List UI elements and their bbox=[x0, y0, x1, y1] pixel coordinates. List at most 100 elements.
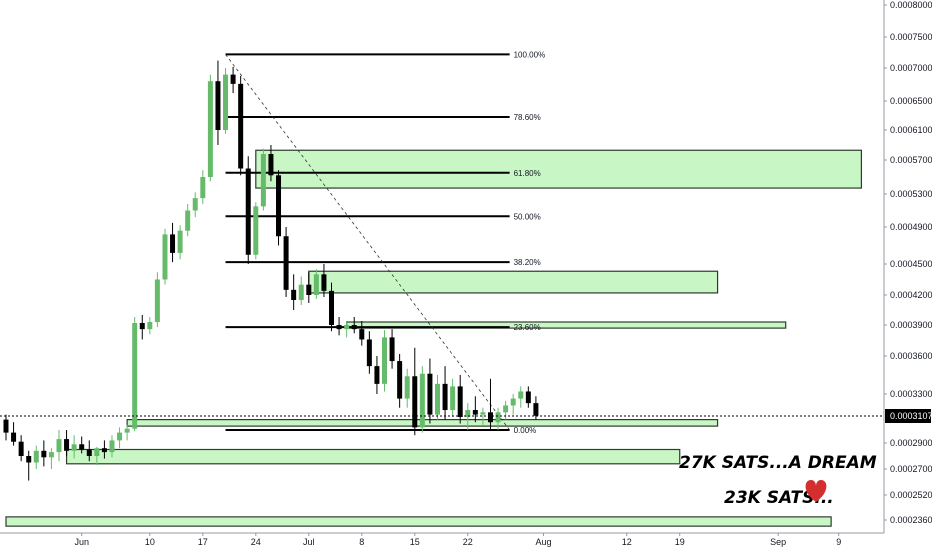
candle-body-5 bbox=[41, 450, 47, 458]
candle-body-18 bbox=[139, 323, 145, 330]
candle-body-38 bbox=[291, 289, 297, 300]
candle-body-69 bbox=[525, 391, 531, 404]
candle-body-20 bbox=[154, 279, 160, 322]
candle-body-16 bbox=[124, 428, 130, 433]
annotation-23k: 23K SATS... bbox=[724, 488, 834, 508]
candle-body-9 bbox=[71, 444, 77, 451]
candle-body-24 bbox=[185, 210, 191, 231]
candle-body-68 bbox=[518, 391, 524, 399]
candle-body-39 bbox=[298, 284, 304, 300]
candle-body-40 bbox=[306, 284, 312, 295]
candle-body-34 bbox=[260, 154, 266, 207]
fib-label-3: 50.00% bbox=[514, 212, 541, 221]
candle-body-37 bbox=[283, 236, 289, 290]
fib-trend-line bbox=[225, 54, 510, 431]
candle-body-46 bbox=[351, 325, 357, 330]
candle-body-6 bbox=[48, 452, 54, 458]
candle-body-1 bbox=[11, 432, 17, 442]
x-tick-label-0: Jun bbox=[74, 537, 89, 547]
candle-body-15 bbox=[117, 432, 123, 441]
candle-body-52 bbox=[397, 361, 403, 399]
candle-body-50 bbox=[382, 337, 387, 384]
x-tick-label-6: 15 bbox=[410, 537, 420, 547]
fib-layer: 100.00% 78.60% 61.80% 50.00% 38.20% 23.60% 0.0… bbox=[225, 50, 545, 435]
candle-body-2 bbox=[18, 441, 24, 456]
current-price-tag bbox=[885, 409, 931, 423]
candle-body-31 bbox=[238, 83, 244, 169]
x-tick-label-10: 19 bbox=[675, 537, 685, 547]
x-tick-label-5: 8 bbox=[359, 537, 364, 547]
candle-body-35 bbox=[268, 154, 274, 176]
x-tick-label-7: 22 bbox=[463, 537, 473, 547]
fib-label-5: 23.60% bbox=[514, 323, 541, 332]
candle-body-70 bbox=[533, 403, 539, 416]
candle-body-3 bbox=[26, 456, 32, 463]
x-axis[interactable]: Jun 10 17 24 Jul 8 15 22 Aug 12 19 Sep 9 bbox=[0, 532, 884, 547]
candle-body-59 bbox=[450, 386, 456, 411]
candle-body-7 bbox=[56, 439, 62, 453]
x-tick-label-4: Jul bbox=[303, 537, 315, 547]
fib-label-4: 38.20% bbox=[514, 258, 541, 267]
x-tick-label-9: 12 bbox=[622, 537, 632, 547]
fib-label-6: 0.00% bbox=[514, 426, 537, 435]
candle-body-0 bbox=[3, 419, 9, 433]
candle-body-67 bbox=[510, 398, 516, 406]
candle-body-56 bbox=[427, 373, 433, 415]
candle-body-58 bbox=[442, 383, 448, 411]
fib-label-2: 61.80% bbox=[514, 169, 541, 178]
zone-box-1 bbox=[308, 270, 719, 294]
candle-body-42 bbox=[321, 274, 327, 291]
candle-body-14 bbox=[109, 440, 115, 453]
candle-body-19 bbox=[147, 322, 153, 330]
candle-body-54 bbox=[412, 376, 418, 428]
zone-box-5 bbox=[5, 516, 832, 527]
x-tick-label-1: 10 bbox=[145, 537, 155, 547]
heart-icon bbox=[805, 480, 827, 502]
candle-body-29 bbox=[223, 74, 229, 130]
candle-body-55 bbox=[419, 373, 425, 428]
x-tick-label-12: 9 bbox=[836, 537, 841, 547]
zone-box-4 bbox=[65, 448, 681, 465]
candle-body-60 bbox=[457, 386, 463, 418]
candle-body-44 bbox=[336, 325, 342, 330]
zone-box-0 bbox=[255, 149, 863, 189]
candle-body-61 bbox=[465, 410, 471, 418]
fib-label-1: 78.60% bbox=[514, 113, 541, 122]
candle-body-30 bbox=[230, 74, 236, 84]
candle-body-13 bbox=[101, 448, 107, 453]
candle-body-63 bbox=[480, 412, 486, 415]
candle-body-62 bbox=[472, 410, 478, 415]
candle-body-53 bbox=[404, 376, 410, 399]
candle-body-23 bbox=[177, 230, 183, 253]
candle-body-41 bbox=[313, 274, 319, 295]
zone-layer bbox=[5, 149, 863, 527]
candle-body-65 bbox=[495, 412, 501, 423]
candle-body-32 bbox=[245, 168, 251, 255]
candle-body-21 bbox=[162, 234, 168, 280]
x-tick-label-3: 24 bbox=[251, 537, 261, 547]
candle-body-8 bbox=[64, 439, 70, 451]
candle-body-10 bbox=[79, 444, 85, 450]
candle-layer bbox=[3, 60, 539, 481]
candle-body-4 bbox=[33, 450, 39, 463]
candle-body-25 bbox=[192, 198, 198, 211]
candle-body-33 bbox=[253, 206, 259, 255]
candle-body-51 bbox=[389, 337, 395, 362]
candle-body-27 bbox=[207, 81, 213, 177]
candle-body-64 bbox=[487, 412, 493, 423]
candle-body-28 bbox=[215, 81, 221, 130]
